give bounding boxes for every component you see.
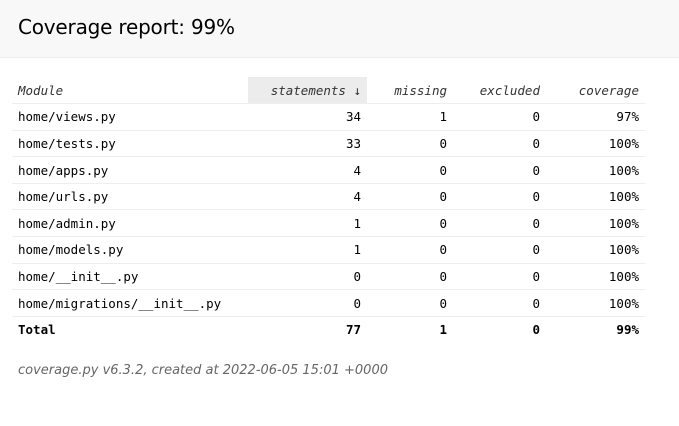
module-link[interactable]: home/tests.py <box>12 130 248 158</box>
module-link[interactable]: home/views.py <box>12 103 248 131</box>
excluded-cell: 0 <box>453 156 546 184</box>
statements-cell: 1 <box>248 209 367 238</box>
total-missing: 1 <box>367 315 453 343</box>
excluded-cell: 0 <box>453 209 546 238</box>
coverage-cell: 100% <box>546 183 645 211</box>
statements-cell: 0 <box>248 289 367 317</box>
table-header-row: Module statements ↓ missing excluded cov… <box>12 77 645 105</box>
table-row: home/apps.py 4 0 0 100% <box>12 156 645 184</box>
table-row: home/migrations/__init__.py 0 0 0 100% <box>12 289 645 317</box>
column-header-excluded[interactable]: excluded <box>453 77 546 105</box>
total-row: Total 77 1 0 99% <box>12 315 645 343</box>
missing-cell: 0 <box>367 236 453 264</box>
statements-cell: 34 <box>248 103 367 131</box>
table-row: home/views.py 34 1 0 97% <box>12 103 645 131</box>
footer-text: coverage.py v6.3.2, created at 2022-06-0… <box>18 363 388 378</box>
report-footer: coverage.py v6.3.2, created at 2022-06-0… <box>18 363 388 378</box>
missing-cell: 0 <box>367 289 453 317</box>
statements-cell: 0 <box>248 263 367 291</box>
module-link[interactable]: home/apps.py <box>12 156 248 184</box>
coverage-cell: 100% <box>546 236 645 264</box>
missing-cell: 0 <box>367 156 453 184</box>
module-link[interactable]: home/migrations/__init__.py <box>12 289 248 317</box>
coverage-cell: 100% <box>546 263 645 291</box>
column-header-coverage[interactable]: coverage <box>546 77 645 105</box>
module-link[interactable]: home/admin.py <box>12 209 248 238</box>
excluded-cell: 0 <box>453 289 546 317</box>
coverage-cell: 100% <box>546 156 645 184</box>
total-label: Total <box>12 315 248 343</box>
statements-cell: 1 <box>248 236 367 264</box>
excluded-cell: 0 <box>453 130 546 158</box>
missing-cell: 0 <box>367 209 453 238</box>
total-statements: 77 <box>248 315 367 343</box>
missing-cell: 0 <box>367 183 453 211</box>
total-coverage: 99% <box>546 315 645 343</box>
report-header: Coverage report: 99% <box>0 0 679 58</box>
coverage-cell: 100% <box>546 209 645 238</box>
table-row: home/tests.py 33 0 0 100% <box>12 130 645 158</box>
table-row: home/admin.py 1 0 0 100% <box>12 209 645 238</box>
missing-cell: 1 <box>367 103 453 131</box>
excluded-cell: 0 <box>453 103 546 131</box>
module-link[interactable]: home/urls.py <box>12 183 248 211</box>
total-excluded: 0 <box>453 315 546 343</box>
missing-cell: 0 <box>367 263 453 291</box>
statements-cell: 33 <box>248 130 367 158</box>
coverage-cell: 100% <box>546 130 645 158</box>
column-header-missing[interactable]: missing <box>367 77 453 105</box>
excluded-cell: 0 <box>453 236 546 264</box>
coverage-cell: 100% <box>546 289 645 317</box>
coverage-table: Module statements ↓ missing excluded cov… <box>12 77 645 343</box>
page-title: Coverage report: 99% <box>18 15 235 39</box>
column-header-statements[interactable]: statements ↓ <box>248 77 367 105</box>
module-link[interactable]: home/models.py <box>12 236 248 264</box>
column-header-module[interactable]: Module <box>12 77 248 105</box>
statements-cell: 4 <box>248 156 367 184</box>
table-row: home/__init__.py 0 0 0 100% <box>12 263 645 291</box>
statements-cell: 4 <box>248 183 367 211</box>
excluded-cell: 0 <box>453 183 546 211</box>
module-link[interactable]: home/__init__.py <box>12 263 248 291</box>
table-row: home/models.py 1 0 0 100% <box>12 236 645 264</box>
coverage-cell: 97% <box>546 103 645 131</box>
table-row: home/urls.py 4 0 0 100% <box>12 183 645 211</box>
missing-cell: 0 <box>367 130 453 158</box>
excluded-cell: 0 <box>453 263 546 291</box>
